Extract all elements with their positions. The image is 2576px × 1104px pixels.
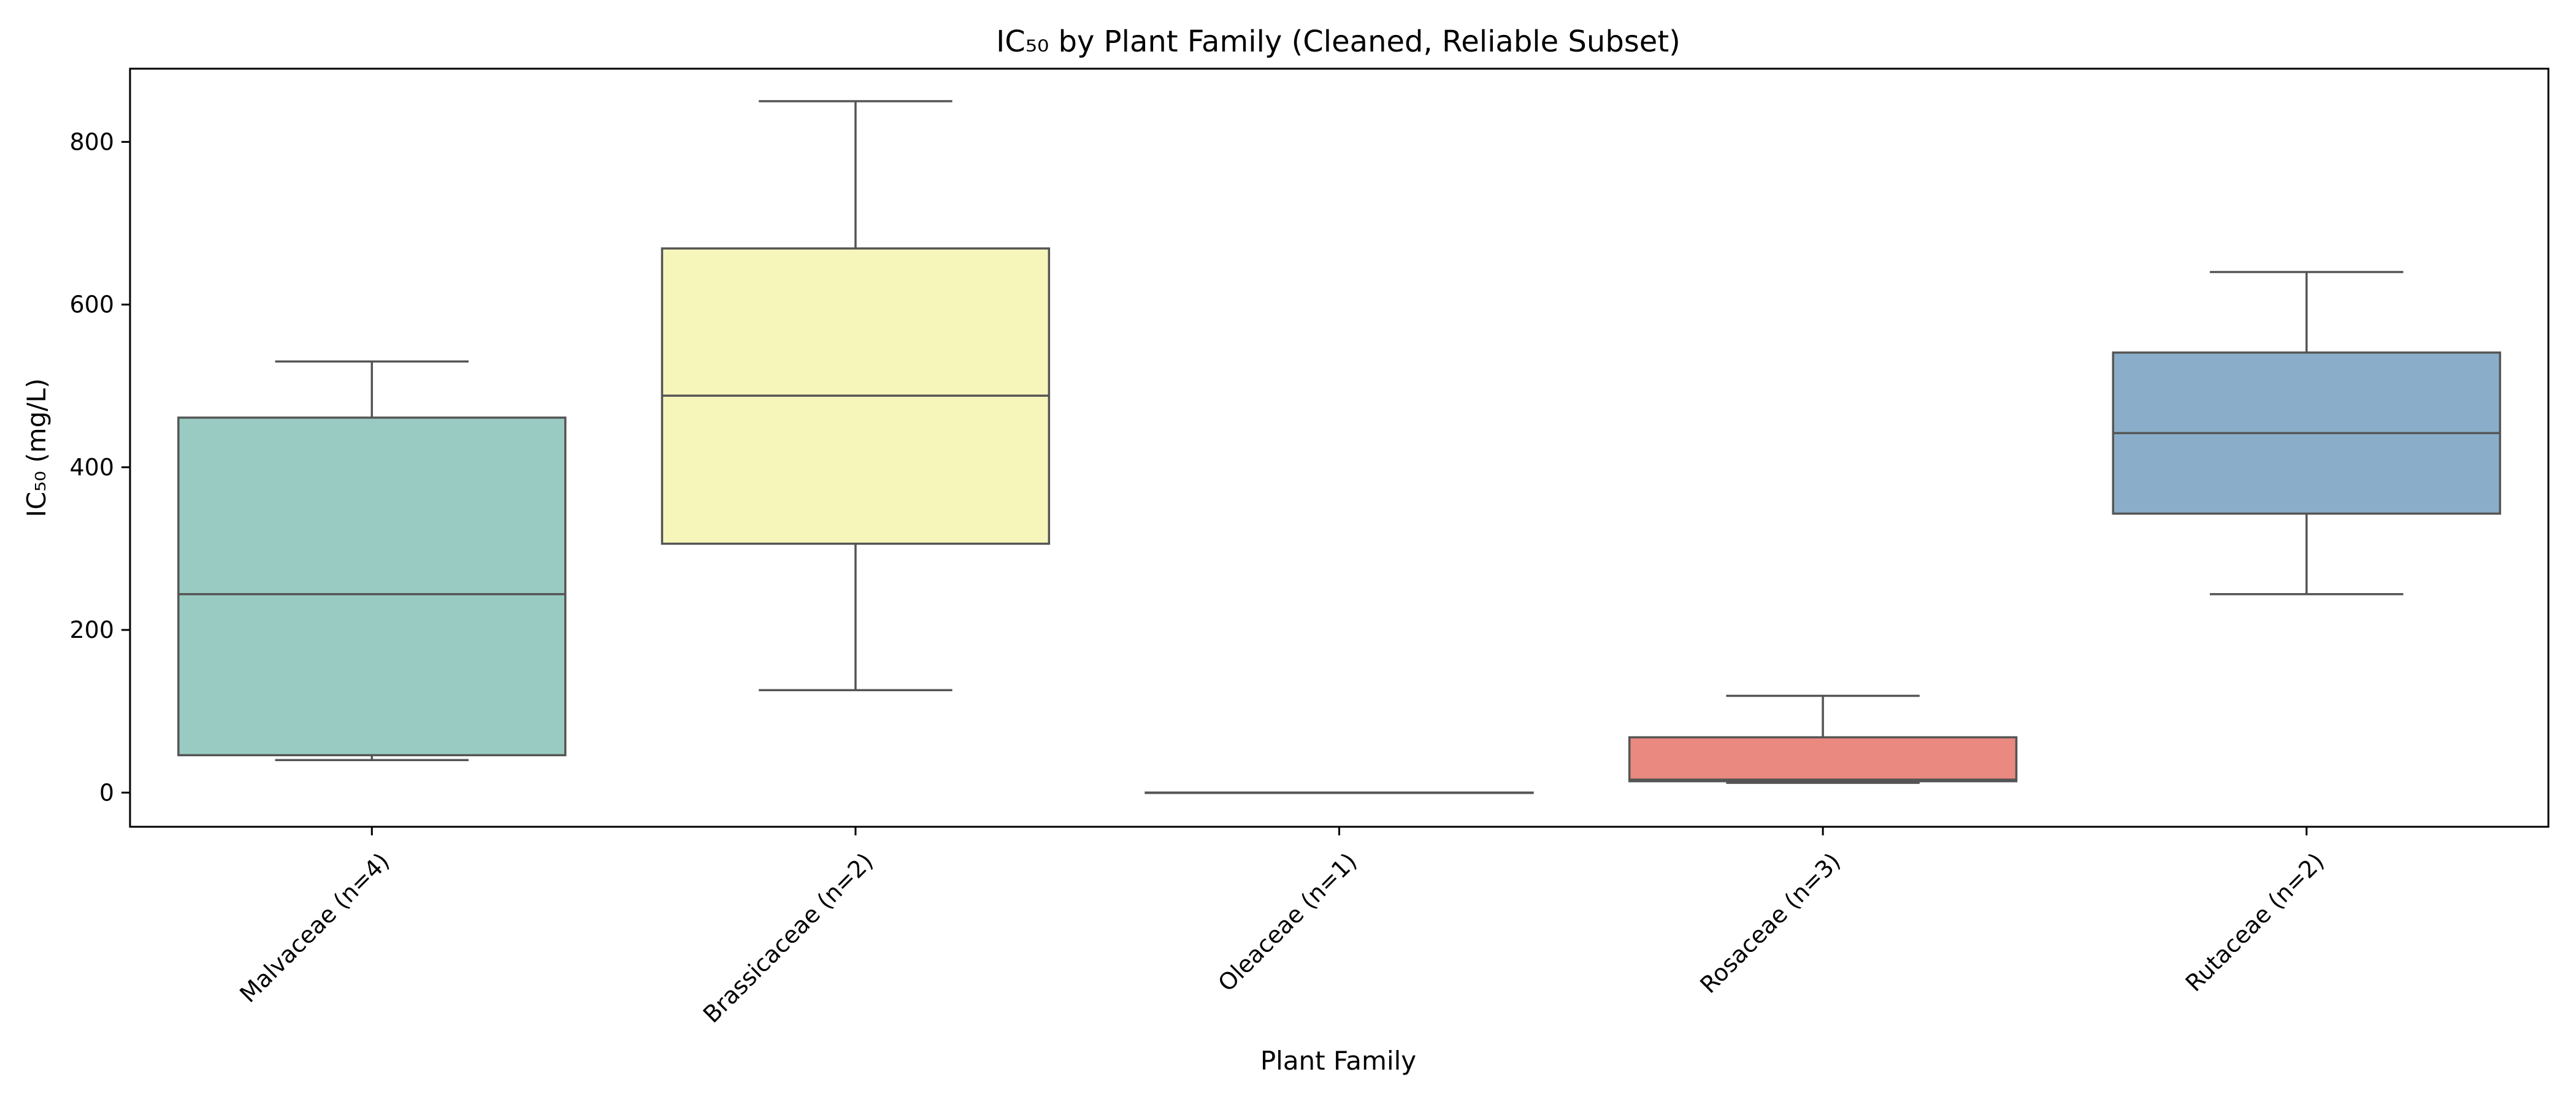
y-tick-label-800: 800	[69, 128, 114, 155]
y-tick-label-600: 600	[69, 291, 114, 318]
box-rutaceae	[2112, 270, 2501, 596]
boxes-group	[177, 100, 2501, 794]
x-tick-label-rosaceae: Rosaceae (n=3)	[1695, 848, 1846, 999]
iqr-box-rosaceae	[1628, 736, 2018, 783]
x-tick-label-rutaceae: Rutaceae (n=2)	[2180, 848, 2329, 997]
x-axis: Malvaceae (n=4) Brassicaceae (n=2) Oleacea…	[234, 827, 2329, 1028]
x-tick-label-oleaceae: Oleaceae (n=1)	[1213, 848, 1362, 997]
box-rosaceae	[1628, 694, 2018, 784]
x-tick-label-malvaceae: Malvaceae (n=4)	[234, 848, 394, 1008]
y-axis-label: IC₅₀ (mg/L)	[21, 378, 52, 518]
y-tick-label-400: 400	[69, 454, 114, 481]
box-malvaceae	[177, 360, 567, 762]
chart-title: IC₅₀ by Plant Family (Cleaned, Reliable …	[996, 25, 1681, 59]
y-tick-label-200: 200	[69, 616, 114, 643]
box-brassicaceae	[661, 100, 1051, 691]
y-tick-label-0: 0	[99, 779, 114, 806]
y-axis: 0 200 400 600 800	[69, 128, 130, 806]
x-axis-label: Plant Family	[1260, 1046, 1416, 1076]
iqr-box-malvaceae	[177, 416, 567, 757]
x-tick-label-brassicaceae: Brassicaceae (n=2)	[698, 848, 878, 1028]
box-oleaceae	[1144, 791, 1534, 794]
